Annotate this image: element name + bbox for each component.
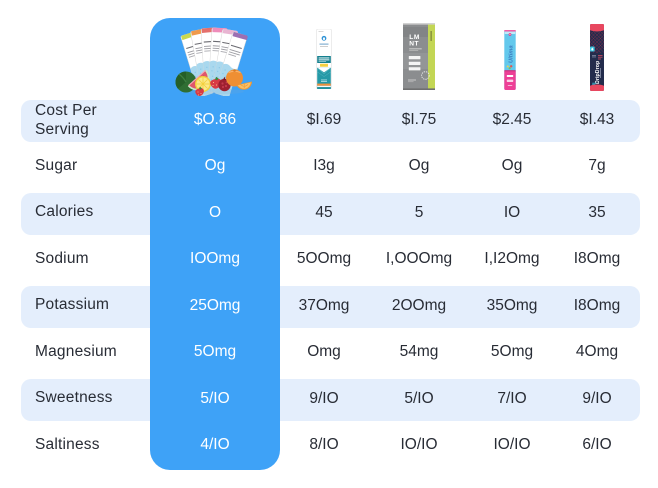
svg-text:Ultima: Ultima — [508, 45, 514, 63]
svg-text:NT: NT — [409, 40, 419, 47]
svg-text:LM: LM — [409, 34, 420, 41]
svg-text:DripDrop: DripDrop — [595, 61, 601, 84]
